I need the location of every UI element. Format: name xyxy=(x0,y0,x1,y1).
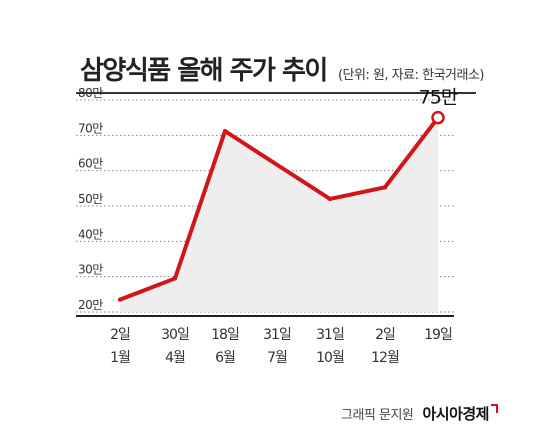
credit-line: 그래픽 문지원 아시아경제 xyxy=(341,403,498,424)
brand-logo: 아시아경제 xyxy=(422,405,489,423)
x-tick-day: 2일 xyxy=(375,327,395,343)
price-line-segment xyxy=(173,129,227,281)
y-tick-label: 50만 xyxy=(78,192,103,206)
x-tick-month: 6월 xyxy=(215,350,235,366)
label-layer: 80만 70만 60만 50만 40만 30만 20만 75만 2일 1월 30일 4월 18일 6월 31… xyxy=(78,86,459,366)
latest-price-marker xyxy=(431,110,445,125)
x-tick-day: 19일 xyxy=(424,327,452,343)
area-layer xyxy=(120,117,438,313)
x-tick-month: 1월 xyxy=(110,350,130,366)
price-point xyxy=(223,129,227,134)
price-point xyxy=(173,276,177,281)
y-tick-label: 40만 xyxy=(78,227,103,241)
x-tick-month: 4월 xyxy=(165,350,185,366)
price-area-fill xyxy=(120,117,438,313)
graphic-credit: 그래픽 문지원 xyxy=(340,408,414,423)
price-line-segment xyxy=(328,185,387,201)
y-tick-label: 20만 xyxy=(78,298,103,312)
x-tick-day: 18일 xyxy=(211,327,239,343)
x-tick-day: 31일 xyxy=(263,327,291,343)
chart-title: 삼양식품 올해 주가 추이 xyxy=(80,56,328,86)
chart-header: 삼양식품 올해 주가 추이 (단위: 원, 자료: 한국거래소) xyxy=(80,50,485,87)
y-tick-label: 80만 xyxy=(78,86,103,100)
x-tick-month: 7월 xyxy=(267,350,287,366)
price-point xyxy=(118,297,122,302)
price-line-segment xyxy=(118,276,177,302)
peak-value-label: 75만 xyxy=(419,87,458,109)
price-line-segment xyxy=(383,115,440,190)
unit-source-note: (단위: 원, 자료: 한국거래소) xyxy=(337,68,485,83)
price-point xyxy=(328,196,332,201)
y-tick-label: 70만 xyxy=(78,121,103,135)
x-tick-month: 10월 xyxy=(316,350,344,366)
price-point xyxy=(383,185,387,190)
price-line-segment xyxy=(223,129,332,201)
brand-mark-icon xyxy=(491,404,498,413)
line-layer xyxy=(118,110,445,302)
x-tick-month: 12월 xyxy=(371,350,399,366)
header-rule xyxy=(76,92,476,94)
x-tick-day: 30일 xyxy=(161,327,189,343)
y-tick-label: 60만 xyxy=(78,157,103,171)
y-tick-label: 30만 xyxy=(78,263,103,277)
x-tick-day: 31일 xyxy=(316,327,344,343)
x-tick-day: 2일 xyxy=(110,327,130,343)
